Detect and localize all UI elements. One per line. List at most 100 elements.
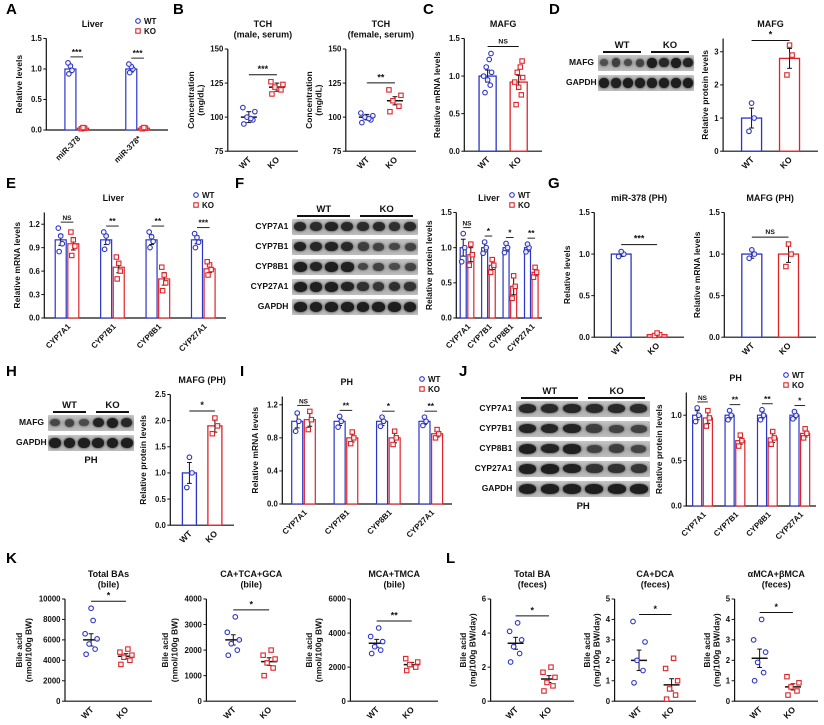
svg-text:KO: KO [383,154,399,170]
svg-text:NS: NS [765,229,775,236]
blot-strip [292,258,418,275]
svg-text:Relative protein levels: Relative protein levels [700,50,710,140]
svg-text:WT: WT [428,375,441,384]
svg-text:0: 0 [482,697,487,706]
svg-text:CYP27A1: CYP27A1 [774,510,806,542]
svg-text:1: 1 [726,676,731,685]
svg-text:1.0: 1.0 [449,72,461,81]
blot-group-wt: WT [48,400,91,415]
svg-text:1.0: 1.0 [671,411,683,420]
chart-l-total-ba-feces: 0 2 4 6 Bile acid (mg/100g BW/day) Total BA (fe… [458,566,578,721]
blot-row-cyp8b1: CYP8B1 [474,440,650,457]
blot-group-wt: WT [292,204,355,219]
svg-text:CYP7A1: CYP7A1 [44,322,73,351]
svg-text:NS: NS [698,395,708,402]
chart-k-total-bas-bile: 0 2000 4000 6000 8000 10000 Bile acid (nmol/100… [14,566,156,721]
panel-label-d: D [549,1,560,18]
chart-k-mca-tmca-bile: 0 2000 4000 6000 Bile acid (nmol/100g BW) MCA+… [304,566,442,721]
svg-text:0.5: 0.5 [449,109,461,118]
svg-text:*: * [531,605,535,615]
svg-text:***: *** [72,47,83,57]
svg-text:CYP27A1: CYP27A1 [405,508,437,540]
blot-j-ph-cyp: WT KO CYP7A1 CYP7B1 CYP8B1 CYP27A1 GAPDH PH [474,386,650,512]
svg-text:1.0: 1.0 [709,250,721,259]
svg-text:0.5: 0.5 [579,291,591,300]
chart-canvas: 0 1000 2000 3000 4000 Bile acid (nmol/100g BW)… [160,569,296,721]
svg-text:Relative protein levels: Relative protein levels [424,220,434,310]
blot-group-wt: WT [598,40,646,55]
svg-text:(mg/100g BW/day): (mg/100g BW/day) [592,613,602,687]
svg-text:0.5: 0.5 [709,291,721,300]
chart-canvas: 0 2000 4000 6000 Bile acid (nmol/100g BW) MCA+… [304,569,438,721]
svg-text:CYP7B1: CYP7B1 [89,322,118,351]
blot-row-mafg: MAFG [566,54,694,71]
chart-canvas: 0.0 0.5 1.0 1.5 Relative protein levels Liver… [424,191,542,354]
svg-text:0.6: 0.6 [29,267,41,276]
svg-text:KO: KO [203,528,219,544]
svg-text:*: * [487,226,491,236]
chart-l-ca-dca-feces: 0 1 2 3 4 5 Bile acid (mg/100g BW/day) CA+DCA (fe… [582,566,700,721]
svg-text:CYP7B1: CYP7B1 [323,508,352,537]
svg-text:4: 4 [606,615,611,624]
svg-text:1.5: 1.5 [709,208,721,217]
svg-text:miR-378 (PH): miR-378 (PH) [611,193,667,203]
svg-text:CYP8B1: CYP8B1 [744,510,773,539]
svg-text:αMCA+βMCA: αMCA+βMCA [748,569,806,579]
svg-text:0.5: 0.5 [31,95,43,104]
svg-text:Bile acid: Bile acid [582,633,592,668]
blot-strip [48,414,134,431]
blot-strip [292,278,418,295]
svg-text:150: 150 [328,45,342,54]
svg-text:3: 3 [606,636,611,645]
svg-text:2: 2 [606,656,611,665]
svg-text:Bile acid: Bile acid [160,633,170,668]
svg-text:WT: WT [748,704,765,720]
blot-h-mafg-ph: WT KO MAFG GAPDH PH [16,400,134,466]
svg-text:**: ** [155,216,162,226]
svg-text:75: 75 [215,147,224,156]
svg-text:0.5: 0.5 [155,495,167,504]
svg-text:CYP8B1: CYP8B1 [135,322,164,351]
panel-label-k: K [6,550,17,567]
svg-text:(mg/dL): (mg/dL) [314,84,324,115]
blot-strip [598,54,694,71]
svg-text:MCA+TMCA: MCA+TMCA [368,569,420,579]
svg-text:0.0: 0.0 [709,333,721,342]
svg-text:(nmol/100g BW): (nmol/100g BW) [314,618,324,682]
chart-b-tch-male: 75 100 125 150 Concentration (mg/dL) TCH (male,… [186,16,302,171]
blot-row-cyp7b1: CYP7B1 [474,420,650,437]
blot-strip [292,298,418,315]
svg-text:**: ** [732,395,739,405]
svg-text:TCH: TCH [372,19,391,29]
svg-text:WT: WT [627,704,644,720]
svg-text:Bile acid: Bile acid [14,633,24,668]
svg-text:KO: KO [144,27,156,36]
svg-text:**: ** [427,401,434,411]
blot-f-liver-cyp: WT KO CYP7A1 CYP7B1 CYP8B1 CYP27A1 GAPDH [250,204,418,319]
chart-canvas: 0.0 0.5 1.0 1.5 Relative mRNA levels MAFG WT KO… [432,19,542,171]
svg-text:*: * [769,30,773,40]
svg-text:WT: WT [237,154,254,170]
blot-bottom-label: PH [84,454,98,466]
svg-text:2000: 2000 [329,663,347,672]
svg-text:2: 2 [714,81,719,90]
chart-h-mafg-ph-protein: 0.0 0.5 1.0 1.5 2.0 2.5 Relative protein level… [138,372,238,545]
blot-row-cyp7b1: CYP7B1 [250,238,418,255]
chart-canvas: 0 1 2 3 4 5 Bile acid (mg/100g BW/day) CA+DCA(fe… [582,569,696,721]
svg-text:miR-378*: miR-378* [112,133,143,164]
svg-text:125: 125 [328,79,342,88]
svg-text:2000: 2000 [185,646,203,655]
svg-text:*: * [508,227,512,237]
svg-text:(mg/100g BW/day): (mg/100g BW/day) [468,613,478,687]
svg-text:PH: PH [341,377,354,387]
blot-d-mafg: WT KO MAFG GAPDH [566,40,694,95]
svg-text:WT: WT [740,340,757,356]
svg-text:WT: WT [365,704,382,720]
panel-label-j: J [459,363,468,380]
svg-text:0.0: 0.0 [579,333,591,342]
chart-b-tch-female: 75 100 125 150 Concentration (mg/dL) TCH (femal… [304,16,420,171]
svg-text:**: ** [391,610,399,620]
svg-text:0.0: 0.0 [449,147,461,156]
